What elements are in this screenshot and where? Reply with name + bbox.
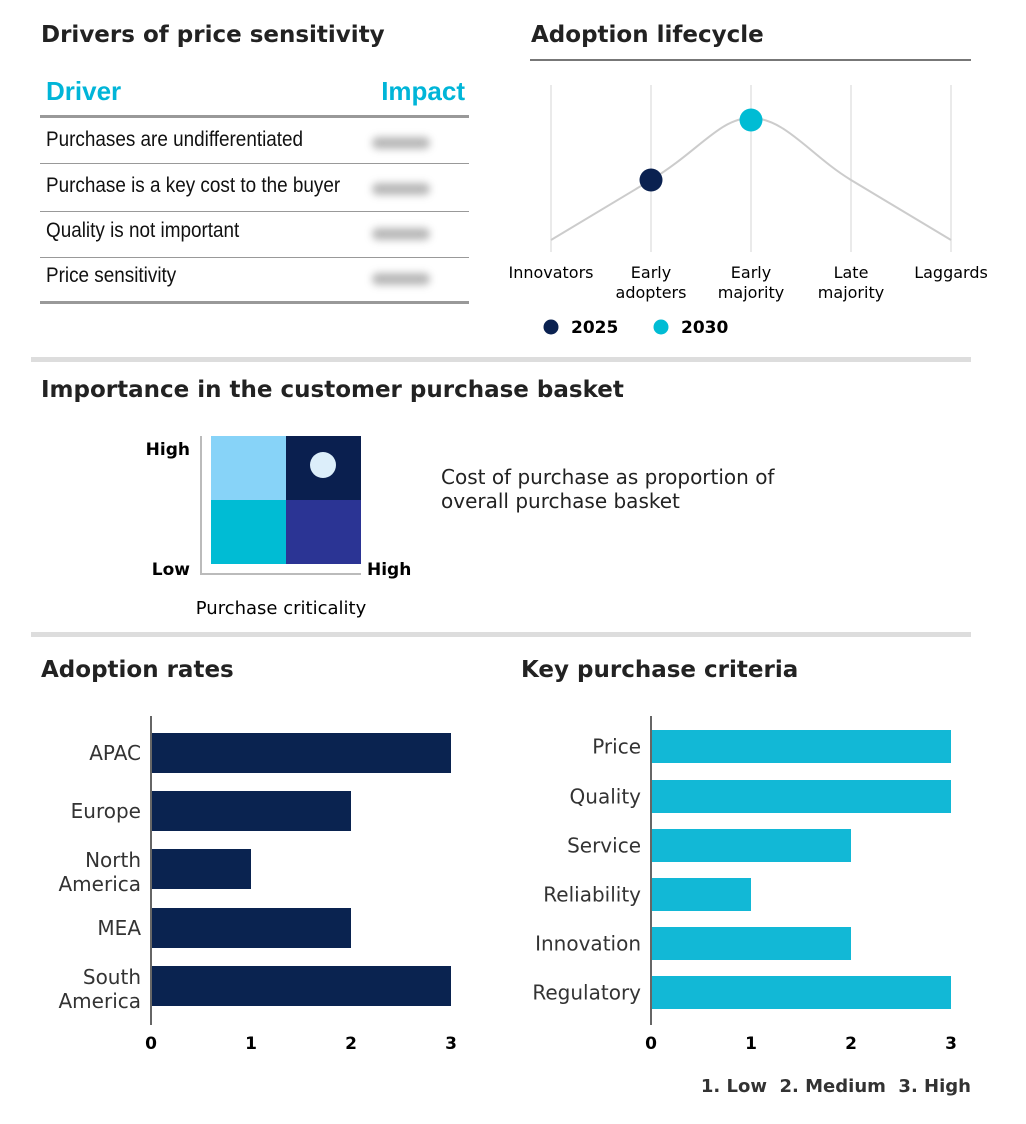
x-tick-label: 1	[745, 1034, 757, 1054]
y-low-label: Low	[152, 560, 191, 580]
category-label: America	[59, 872, 142, 896]
bar	[152, 908, 351, 948]
stage-label: majority	[718, 283, 784, 302]
x-tick-label: 2	[345, 1034, 357, 1054]
marker-2030	[739, 108, 763, 132]
marker-2025	[639, 168, 663, 192]
driver-row-label: Purchases are undifferentiated	[46, 128, 304, 151]
category-label: South	[83, 965, 141, 989]
legend-label: 2030	[681, 318, 728, 338]
bar	[652, 976, 951, 1009]
driver-row-label: Purchase is a key cost to the buyer	[46, 174, 341, 197]
bar	[152, 849, 251, 889]
section-separator	[31, 357, 971, 362]
basket-title: Importance in the customer purchase bask…	[41, 377, 624, 403]
description-line: Cost of purchase as proportion of	[441, 465, 775, 489]
quadrant-low-low	[211, 500, 286, 564]
stage-label: adopters	[616, 283, 687, 302]
bar	[152, 791, 351, 831]
bar	[652, 878, 751, 911]
impact-value-redacted	[372, 183, 430, 195]
stage-label: Late	[834, 263, 869, 282]
bar	[652, 730, 951, 763]
description-line: overall purchase basket	[441, 489, 680, 513]
basket-description: Cost of purchase as proportion of overal…	[441, 465, 774, 513]
category-label: Quality	[570, 785, 642, 809]
category-label: Service	[567, 834, 641, 858]
lifecycle-chart: Innovators EarlyadoptersEarlymajorityLate…	[508, 85, 988, 338]
quadrant-high-low	[286, 500, 361, 564]
row-divider	[40, 257, 469, 258]
kpc-scale-legend: 1. Low 2. Medium 3. High	[700, 1076, 971, 1097]
legend-label: 2025	[571, 318, 618, 338]
x-tick-label: 0	[645, 1034, 657, 1054]
quadrant-low-high	[211, 436, 286, 500]
stage-label: majority	[818, 283, 884, 302]
legend-dot	[653, 319, 669, 335]
drivers-title: Drivers of price sensitivity	[41, 22, 385, 48]
bar	[652, 927, 851, 960]
kpc-chart: Price Quality Service Reliability Innovation…	[532, 716, 957, 1054]
driver-row-label: Quality is not important	[46, 219, 240, 242]
position-marker	[310, 452, 336, 478]
stage-label: Early	[731, 263, 771, 282]
x-tick-label: 3	[445, 1034, 457, 1054]
driver-header: Driver	[46, 76, 122, 106]
driver-row-label: Price sensitivity	[46, 264, 177, 287]
adoption-rates-title: Adoption rates	[41, 657, 234, 683]
lifecycle-title: Adoption lifecycle	[531, 22, 764, 48]
bar	[152, 966, 451, 1006]
row-divider	[40, 163, 469, 164]
impact-value-redacted	[372, 137, 430, 149]
x-axis-label: Purchase criticality	[196, 598, 367, 619]
section-separator	[31, 632, 971, 637]
category-label: MEA	[97, 916, 141, 940]
stage-label: Early	[631, 263, 671, 282]
divider	[530, 59, 971, 61]
kpc-title: Key purchase criteria	[521, 657, 799, 683]
category-label: Regulatory	[532, 981, 641, 1005]
x-tick-label: 0	[145, 1034, 157, 1054]
bar	[652, 829, 851, 862]
stage-label: Innovators	[508, 263, 593, 282]
category-label: Price	[592, 735, 641, 759]
x-tick-label: 1	[245, 1034, 257, 1054]
basket-matrix: High Low High Purchase criticality	[146, 436, 411, 619]
table-bottom-rule	[40, 301, 469, 304]
x-high-label: High	[367, 560, 411, 580]
legend-dot	[543, 319, 559, 335]
bar	[152, 733, 451, 773]
category-label: America	[59, 989, 142, 1013]
category-label: APAC	[89, 741, 141, 765]
category-label: Innovation	[535, 932, 641, 956]
category-label: Europe	[71, 799, 141, 823]
stage-label: Laggards	[914, 263, 988, 282]
x-tick-label: 2	[845, 1034, 857, 1054]
row-divider	[40, 211, 469, 212]
bar	[652, 780, 951, 813]
category-label: North	[85, 848, 141, 872]
table-top-rule	[40, 115, 469, 118]
impact-header: Impact	[381, 76, 465, 106]
x-tick-label: 3	[945, 1034, 957, 1054]
impact-value-redacted	[372, 273, 430, 285]
y-high-label: High	[146, 440, 190, 460]
category-label: Reliability	[543, 883, 641, 907]
impact-value-redacted	[372, 228, 430, 240]
